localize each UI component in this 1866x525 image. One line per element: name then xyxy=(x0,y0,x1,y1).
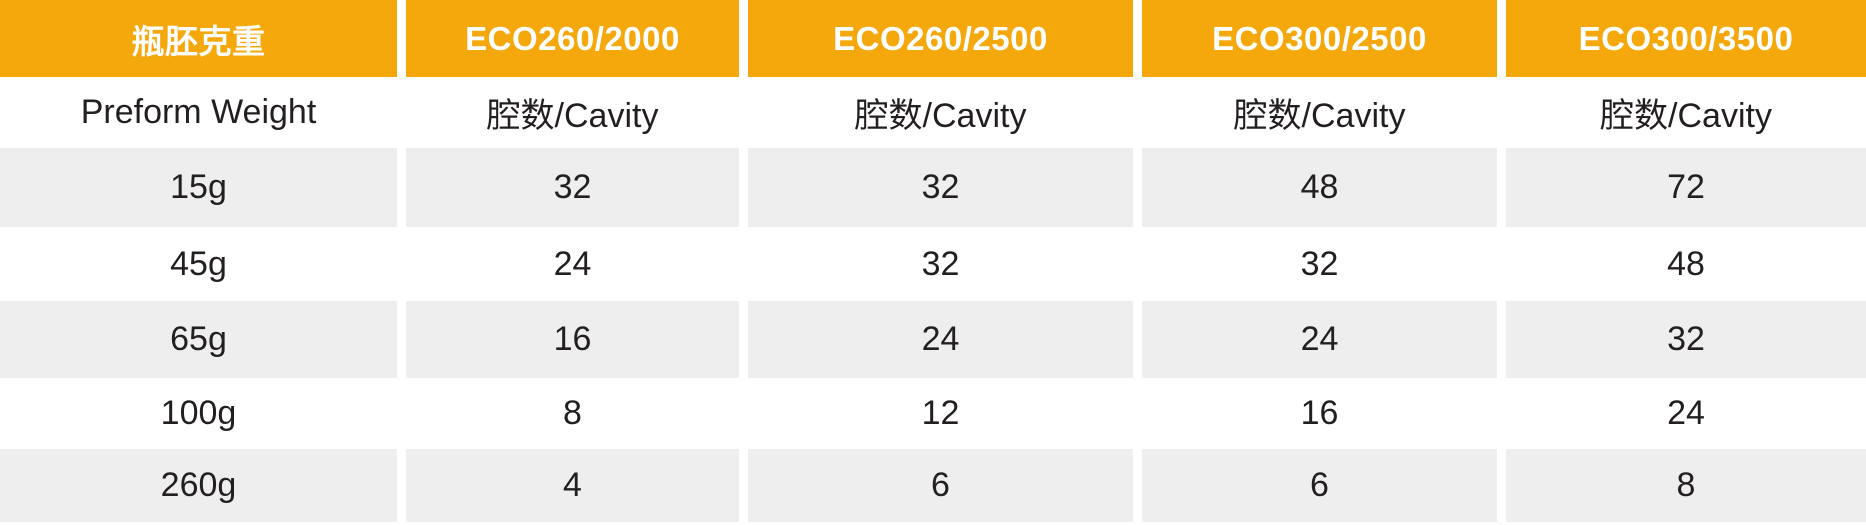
cavity-260g-eco300-3500: 8 xyxy=(1506,449,1866,522)
header-eco300-3500: ECO300/3500 xyxy=(1506,0,1866,77)
header-preform-weight-cn: 瓶胚克重 xyxy=(0,0,397,77)
subheader-cavity-eco260-2000: 腔数/Cavity xyxy=(406,77,739,148)
cavity-100g-eco300-3500: 24 xyxy=(1667,394,1705,432)
weight-cell-65g: 65g xyxy=(0,301,397,378)
weight-cell-45g: 45g xyxy=(170,244,227,283)
cavity-15g-eco260-2500: 32 xyxy=(748,148,1133,227)
cavity-45g-eco300-2500: 32 xyxy=(1300,244,1339,283)
cavity-45g-eco260-2500: 32 xyxy=(921,244,960,283)
subheader-cavity-eco300-2500: 腔数/Cavity xyxy=(1142,77,1497,148)
cavity-65g-eco260-2000: 16 xyxy=(406,301,739,378)
subheader-cavity-eco260-2500: 腔数/Cavity xyxy=(748,77,1133,148)
cavity-65g-eco300-3500: 32 xyxy=(1506,301,1866,378)
cavity-15g-eco300-2500: 48 xyxy=(1142,148,1497,227)
weight-cell-260g: 260g xyxy=(0,449,397,522)
cavity-65g-eco300-2500: 24 xyxy=(1142,301,1497,378)
cavity-260g-eco300-2500: 6 xyxy=(1142,449,1497,522)
cavity-15g-eco300-3500: 72 xyxy=(1506,148,1866,227)
subheader-cavity-eco300-3500: 腔数/Cavity xyxy=(1506,77,1866,148)
header-eco260-2500: ECO260/2500 xyxy=(748,0,1133,77)
cavity-260g-eco260-2500: 6 xyxy=(748,449,1133,522)
cavity-100g-eco260-2500: 12 xyxy=(921,394,960,432)
weight-cell-15g: 15g xyxy=(0,148,397,227)
cavity-45g-eco300-3500: 48 xyxy=(1667,244,1705,283)
header-eco300-2500: ECO300/2500 xyxy=(1142,0,1497,77)
cavity-100g-eco300-2500: 16 xyxy=(1300,394,1339,432)
cavity-45g-eco260-2000: 24 xyxy=(553,244,592,283)
subheader-preform-weight-en: Preform Weight xyxy=(0,77,397,148)
cavity-260g-eco260-2000: 4 xyxy=(406,449,739,522)
cavity-100g-eco260-2000: 8 xyxy=(563,394,582,432)
cavity-65g-eco260-2500: 24 xyxy=(748,301,1133,378)
header-eco260-2000: ECO260/2000 xyxy=(406,0,739,77)
weight-cell-100g: 100g xyxy=(160,394,237,432)
cavity-15g-eco260-2000: 32 xyxy=(406,148,739,227)
